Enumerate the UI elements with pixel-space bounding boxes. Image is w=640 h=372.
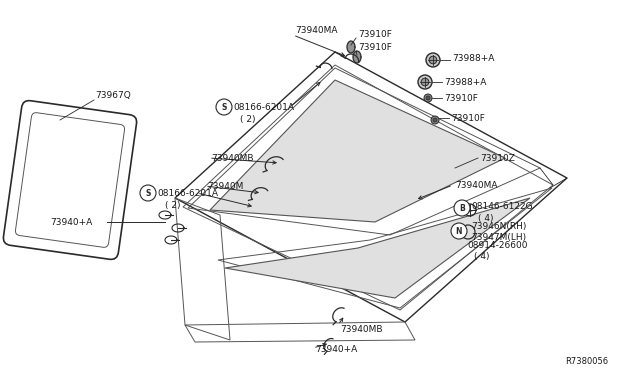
Text: 73967Q: 73967Q: [95, 90, 131, 99]
Text: 73910F: 73910F: [358, 29, 392, 38]
Circle shape: [418, 75, 432, 89]
Text: 73940MB: 73940MB: [211, 154, 253, 163]
Polygon shape: [210, 80, 505, 222]
Text: 73988+A: 73988+A: [452, 54, 494, 62]
Text: B: B: [459, 203, 465, 212]
Text: 08914-26600: 08914-26600: [467, 241, 527, 250]
Text: 73946N(RH): 73946N(RH): [471, 221, 526, 231]
Circle shape: [433, 118, 437, 122]
Text: ( 2): ( 2): [240, 115, 255, 124]
Text: S: S: [145, 189, 150, 198]
Text: ( 2): ( 2): [165, 201, 180, 209]
Text: 08166-6201A: 08166-6201A: [233, 103, 294, 112]
Text: N: N: [456, 227, 462, 235]
Text: 73910F: 73910F: [444, 93, 478, 103]
Circle shape: [421, 78, 429, 86]
Text: 73940+A: 73940+A: [315, 346, 357, 355]
Circle shape: [216, 99, 232, 115]
Text: 73940M: 73940M: [207, 182, 243, 190]
Text: 08166-6201A: 08166-6201A: [157, 189, 218, 198]
Circle shape: [140, 185, 156, 201]
Text: S: S: [221, 103, 227, 112]
Text: 73988+A: 73988+A: [444, 77, 486, 87]
Circle shape: [426, 53, 440, 67]
Polygon shape: [225, 198, 530, 298]
Text: 73940+A: 73940+A: [50, 218, 92, 227]
Text: ( 4): ( 4): [474, 253, 490, 262]
Circle shape: [424, 94, 432, 102]
Circle shape: [454, 200, 470, 216]
Text: 08146-6122G: 08146-6122G: [471, 202, 532, 211]
Circle shape: [426, 96, 430, 100]
Text: 73910F: 73910F: [451, 113, 485, 122]
Polygon shape: [347, 41, 355, 53]
Circle shape: [429, 56, 437, 64]
Text: 73947M(LH): 73947M(LH): [471, 232, 526, 241]
Text: 73940MA: 73940MA: [295, 26, 337, 35]
Polygon shape: [353, 51, 361, 63]
Text: 73940MA: 73940MA: [455, 180, 497, 189]
Text: ( 4): ( 4): [478, 214, 493, 222]
Text: 73910Z: 73910Z: [480, 154, 515, 163]
Text: 73940MB: 73940MB: [340, 326, 383, 334]
Text: 73910F: 73910F: [358, 42, 392, 51]
Circle shape: [431, 116, 439, 124]
Text: R7380056: R7380056: [565, 357, 608, 366]
Circle shape: [451, 223, 467, 239]
